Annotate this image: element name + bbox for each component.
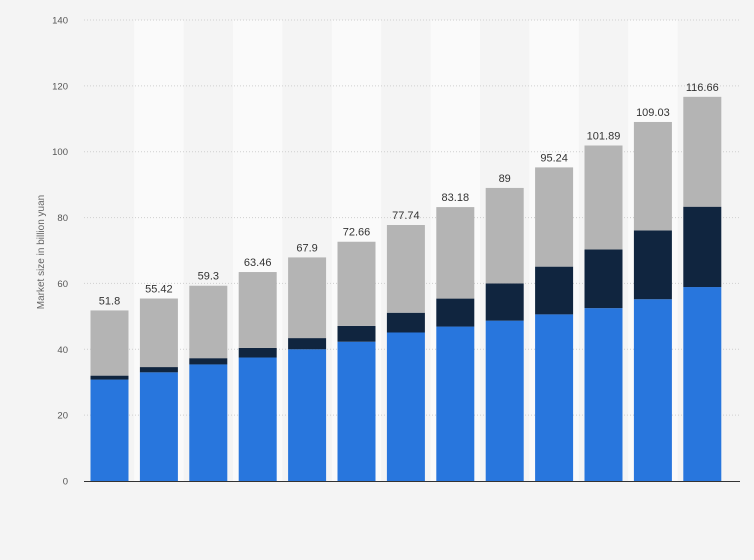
bar-segment-2 <box>535 266 574 315</box>
gridlines <box>84 19 740 416</box>
total-label: 59.3 <box>198 271 219 283</box>
bar-segment-3 <box>436 207 475 299</box>
total-labels: 51.8 55.42 59.3 63.46 67.9 72.66 77.74 83.18 89 9… <box>99 82 719 308</box>
bar-segment-2 <box>386 312 425 333</box>
total-label: 55.42 <box>145 284 173 296</box>
y-tick-label: 120 <box>52 81 68 92</box>
bar-segment-2 <box>683 206 722 288</box>
bar-segment-2 <box>288 338 327 350</box>
y-axis-ticks: 0 20 40 60 80 100 120 140 <box>52 16 68 488</box>
bar-segment-3 <box>337 241 376 326</box>
bar-segment-2 <box>90 375 129 380</box>
bar-segment-1 <box>90 379 129 481</box>
bar-segment-2 <box>337 325 376 342</box>
bar-segment-1 <box>139 372 178 481</box>
bar-segment-3 <box>584 145 623 250</box>
total-label: 89 <box>499 173 511 185</box>
bar-segment-2 <box>436 298 475 327</box>
total-label: 77.74 <box>392 210 420 222</box>
bar-segment-1 <box>436 326 475 481</box>
total-label: 101.89 <box>587 130 621 142</box>
y-tick-label: 60 <box>57 279 68 290</box>
bar-segment-1 <box>584 308 623 481</box>
bar-segment-2 <box>633 230 672 300</box>
bar-segment-3 <box>238 272 277 348</box>
bar-segment-1 <box>535 314 574 481</box>
total-label: 51.8 <box>99 295 120 307</box>
bar-segment-3 <box>139 298 178 368</box>
bar-segment-1 <box>386 332 425 481</box>
total-label: 83.18 <box>442 192 470 204</box>
bar-segment-3 <box>535 167 574 267</box>
y-axis-title: Market size in billion yuan <box>36 195 47 310</box>
bar-segment-1 <box>337 341 376 481</box>
bars <box>90 96 722 481</box>
y-tick-label: 100 <box>52 147 68 158</box>
total-label: 63.46 <box>244 257 272 269</box>
bar-segment-1 <box>633 299 672 481</box>
bar-segment-2 <box>189 358 228 365</box>
bar-segment-1 <box>288 349 327 481</box>
bar-segment-3 <box>189 285 228 359</box>
bar-segment-1 <box>238 357 277 481</box>
total-label: 116.66 <box>686 82 719 94</box>
bar-segment-3 <box>485 187 524 284</box>
y-tick-label: 140 <box>52 16 68 27</box>
bar-segment-3 <box>288 257 327 339</box>
bar-segment-1 <box>189 364 228 481</box>
y-tick-label: 80 <box>57 213 68 224</box>
bar-segment-3 <box>386 225 425 313</box>
total-label: 95.24 <box>540 152 568 164</box>
total-label: 67.9 <box>296 242 317 254</box>
bar-segment-3 <box>90 310 129 376</box>
y-tick-label: 20 <box>57 411 68 422</box>
total-label: 109.03 <box>636 107 670 119</box>
bar-segment-2 <box>584 249 623 309</box>
total-label: 72.66 <box>343 227 371 239</box>
bar-segment-2 <box>139 367 178 373</box>
bar-segment-1 <box>485 320 524 481</box>
bar-segment-1 <box>683 287 722 481</box>
bar-segment-3 <box>683 96 722 207</box>
y-tick-label: 0 <box>63 477 68 488</box>
y-tick-label: 40 <box>57 345 68 356</box>
bar-segment-2 <box>485 283 524 321</box>
bar-segment-3 <box>633 121 672 231</box>
bar-segment-2 <box>238 347 277 358</box>
